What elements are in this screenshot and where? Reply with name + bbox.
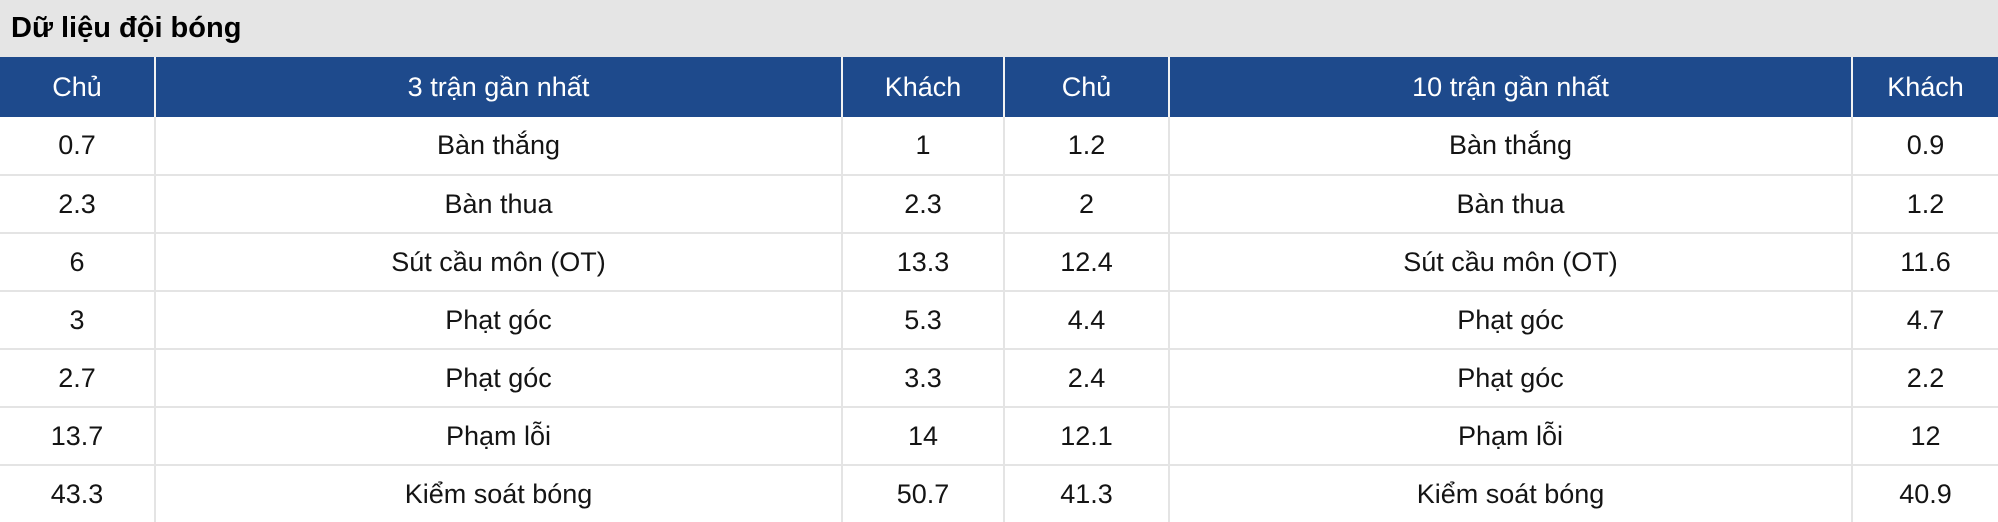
stat-label-3: Phạt góc bbox=[154, 348, 842, 407]
stat-value-home-10: 12.1 bbox=[1003, 406, 1169, 465]
column-header-away-10: Khách bbox=[1851, 57, 1998, 117]
stat-label-3: Phạt góc bbox=[154, 290, 842, 349]
stat-value-away-10: 11.6 bbox=[1851, 232, 1998, 291]
stat-value-away-3: 50.7 bbox=[841, 464, 1004, 522]
table-body: 0.7 Bàn thắng 1 1.2 Bàn thắng 0.9 2.3 Bà… bbox=[0, 117, 1998, 522]
stat-value-away-3: 13.3 bbox=[841, 232, 1004, 291]
table-row: 6 Sút cầu môn (OT) 13.3 12.4 Sút cầu môn… bbox=[0, 232, 1998, 291]
stat-value-away-3: 2.3 bbox=[841, 174, 1004, 233]
stat-value-away-10: 1.2 bbox=[1851, 174, 1998, 233]
stat-value-away-10: 12 bbox=[1851, 406, 1998, 465]
table-row: 3 Phạt góc 5.3 4.4 Phạt góc 4.7 bbox=[0, 290, 1998, 349]
header-row: Chủ 3 trận gần nhất Khách Chủ 10 trận gầ… bbox=[0, 57, 1998, 117]
stat-label-10: Phạt góc bbox=[1168, 290, 1852, 349]
stat-value-away-10: 40.9 bbox=[1851, 464, 1998, 522]
stat-value-away-3: 14 bbox=[841, 406, 1004, 465]
stat-value-away-3: 1 bbox=[841, 117, 1004, 175]
table-row: 2.3 Bàn thua 2.3 2 Bàn thua 1.2 bbox=[0, 174, 1998, 233]
stat-label-3: Kiểm soát bóng bbox=[154, 464, 842, 522]
stat-value-home-10: 2 bbox=[1003, 174, 1169, 233]
stat-label-10: Bàn thắng bbox=[1168, 117, 1852, 175]
stat-value-home-10: 12.4 bbox=[1003, 232, 1169, 291]
column-header-last-3: 3 trận gần nhất bbox=[154, 57, 842, 117]
stat-label-10: Phạt góc bbox=[1168, 348, 1852, 407]
table-row: 13.7 Phạm lỗi 14 12.1 Phạm lỗi 12 bbox=[0, 406, 1998, 465]
column-header-home-10: Chủ bbox=[1003, 57, 1169, 117]
stat-label-10: Bàn thua bbox=[1168, 174, 1852, 233]
stat-value-away-3: 3.3 bbox=[841, 348, 1004, 407]
stat-value-home-3: 3 bbox=[0, 290, 155, 349]
stat-value-home-10: 2.4 bbox=[1003, 348, 1169, 407]
stat-label-3: Bàn thua bbox=[154, 174, 842, 233]
stat-label-10: Kiểm soát bóng bbox=[1168, 464, 1852, 522]
stat-label-10: Sút cầu môn (OT) bbox=[1168, 232, 1852, 291]
stat-value-home-3: 13.7 bbox=[0, 406, 155, 465]
column-header-last-10: 10 trận gần nhất bbox=[1168, 57, 1852, 117]
title-bar: Dữ liệu đội bóng bbox=[0, 0, 1998, 57]
team-stats-table: Chủ 3 trận gần nhất Khách Chủ 10 trận gầ… bbox=[0, 57, 1998, 522]
stat-value-home-3: 6 bbox=[0, 232, 155, 291]
page-title: Dữ liệu đội bóng bbox=[11, 12, 242, 44]
stat-value-away-10: 4.7 bbox=[1851, 290, 1998, 349]
column-header-home-3: Chủ bbox=[0, 57, 155, 117]
stat-value-away-10: 0.9 bbox=[1851, 117, 1998, 175]
stat-value-home-10: 41.3 bbox=[1003, 464, 1169, 522]
stat-label-3: Sút cầu môn (OT) bbox=[154, 232, 842, 291]
stat-value-home-3: 0.7 bbox=[0, 117, 155, 175]
stat-label-3: Bàn thắng bbox=[154, 117, 842, 175]
stat-label-10: Phạm lỗi bbox=[1168, 406, 1852, 465]
stat-value-home-3: 43.3 bbox=[0, 464, 155, 522]
stat-value-away-10: 2.2 bbox=[1851, 348, 1998, 407]
table-header: Chủ 3 trận gần nhất Khách Chủ 10 trận gầ… bbox=[0, 57, 1998, 117]
table-row: 2.7 Phạt góc 3.3 2.4 Phạt góc 2.2 bbox=[0, 348, 1998, 407]
table-row: 0.7 Bàn thắng 1 1.2 Bàn thắng 0.9 bbox=[0, 117, 1998, 175]
stat-value-away-3: 5.3 bbox=[841, 290, 1004, 349]
stat-value-home-10: 4.4 bbox=[1003, 290, 1169, 349]
stat-label-3: Phạm lỗi bbox=[154, 406, 842, 465]
stat-value-home-3: 2.3 bbox=[0, 174, 155, 233]
stat-value-home-3: 2.7 bbox=[0, 348, 155, 407]
stat-value-home-10: 1.2 bbox=[1003, 117, 1169, 175]
table-row: 43.3 Kiểm soát bóng 50.7 41.3 Kiểm soát … bbox=[0, 464, 1998, 522]
column-header-away-3: Khách bbox=[841, 57, 1004, 117]
